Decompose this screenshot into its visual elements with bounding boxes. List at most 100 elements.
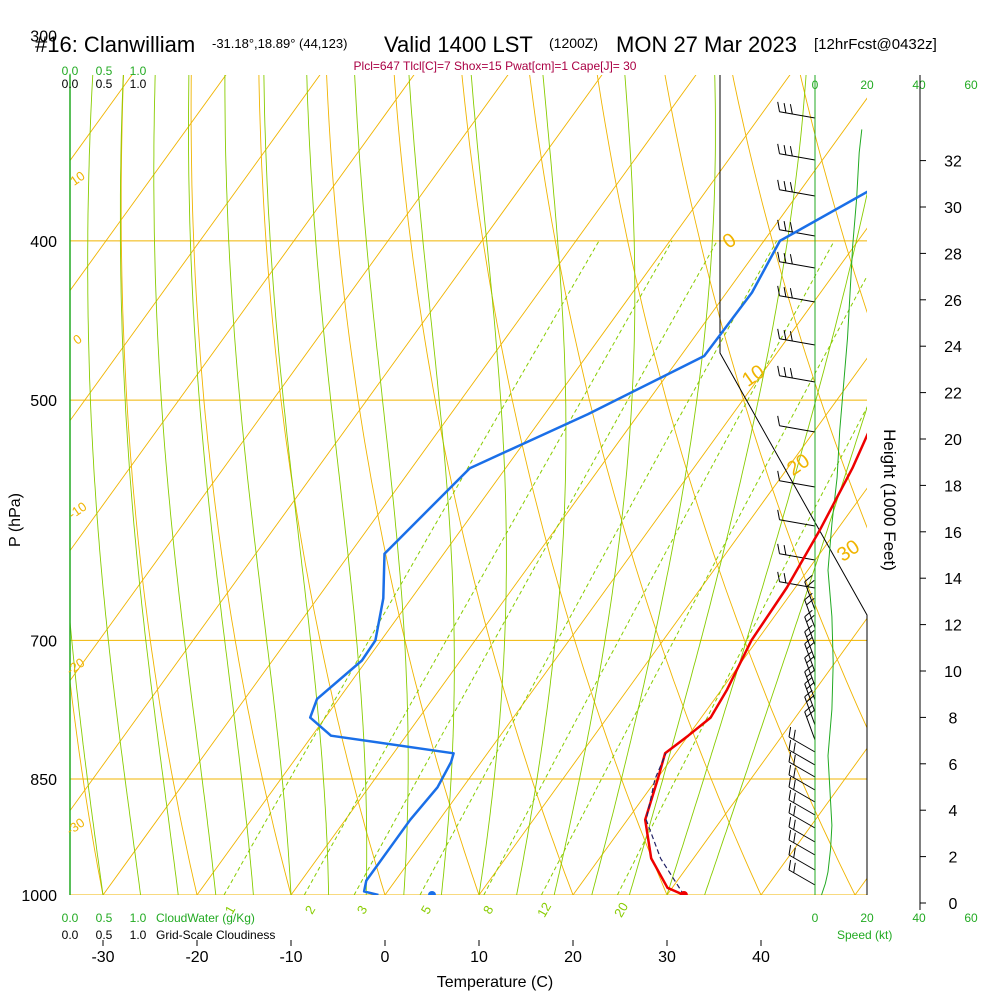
mixing-ratio-label: 5 bbox=[418, 903, 435, 917]
wind-barb-feather bbox=[806, 580, 815, 588]
x-axis-title: Temperature (C) bbox=[437, 974, 553, 991]
height-tick-label: 2 bbox=[949, 850, 958, 867]
height-tick-label: 0 bbox=[949, 896, 958, 913]
cloud-scale-label: 0.0 bbox=[62, 64, 79, 78]
wind-barb-shaft bbox=[788, 839, 816, 856]
wind-barb-feather bbox=[806, 710, 815, 718]
height-tick-label: 12 bbox=[944, 618, 962, 635]
title-forecast: [12hrFcst@0432z] bbox=[814, 36, 937, 53]
wind-barb-feather bbox=[788, 740, 792, 751]
wind-barb-feather bbox=[793, 754, 796, 765]
axis-labels: 2503004005007008501000-30-20-10010203040… bbox=[21, 29, 978, 966]
wind-barb-feather bbox=[783, 367, 787, 377]
isotherm-line bbox=[102, 75, 697, 895]
dewpoint-profile bbox=[308, 190, 867, 895]
wind-barb-shaft bbox=[788, 761, 816, 778]
moist-adiabat bbox=[628, 75, 807, 895]
pressure-tick-label: 700 bbox=[30, 633, 57, 650]
wind-barb-shaft bbox=[788, 854, 816, 871]
wind-barb-feather bbox=[804, 650, 813, 659]
moist-adiabat bbox=[704, 406, 867, 895]
height-axis-title: Height (1000 Feet) bbox=[880, 429, 899, 571]
height-tick-label: 28 bbox=[944, 246, 962, 263]
wind-barbs bbox=[777, 101, 816, 886]
wind-barb-feather bbox=[806, 630, 815, 638]
temperature-tick-label: -20 bbox=[185, 949, 208, 966]
dry-adiabat bbox=[829, 0, 1000, 895]
surface-temperature-dot bbox=[679, 891, 688, 895]
isotherm-label: -20 bbox=[63, 655, 87, 678]
wind-barb-feather bbox=[788, 803, 792, 814]
temperature-tick-label: 30 bbox=[658, 949, 676, 966]
wind-barb-feather bbox=[777, 365, 780, 376]
wind-barb-shaft bbox=[788, 774, 816, 791]
wind-barb-feather bbox=[806, 682, 815, 690]
dry-adiabat bbox=[799, 75, 867, 314]
wind-barb-feather bbox=[783, 330, 787, 340]
wind-barb-feather bbox=[793, 792, 796, 803]
cloud-scale-label: 0.0 bbox=[62, 911, 79, 925]
mixing-ratio-line bbox=[483, 240, 835, 895]
cloud-scale-label: 1.0 bbox=[130, 77, 147, 91]
wind-barb-feather bbox=[777, 251, 780, 262]
wind-barb-feather bbox=[806, 656, 815, 664]
wind-barb-feather bbox=[793, 805, 796, 816]
moist-adiabat bbox=[666, 192, 867, 895]
temperature-tick-label: 40 bbox=[752, 949, 770, 966]
speed-scale-label: 20 bbox=[860, 911, 874, 925]
wind-barb-feather bbox=[777, 470, 780, 481]
mixing-ratio-label: 12 bbox=[534, 900, 554, 920]
pressure-tick-label: 500 bbox=[30, 393, 57, 410]
isotherm-line bbox=[666, 617, 867, 895]
mixing-ratio-label: 3 bbox=[354, 903, 371, 917]
isotherm-line bbox=[70, 75, 415, 552]
parcel-path bbox=[645, 753, 685, 895]
mixing-ratio-label: 2 bbox=[302, 903, 319, 917]
height-tick-label: 18 bbox=[944, 478, 962, 495]
dry-adiabat bbox=[461, 75, 668, 895]
wind-barb-feather bbox=[788, 845, 792, 856]
isotherm-label: 20 bbox=[783, 450, 814, 481]
moist-adiabat bbox=[553, 75, 636, 895]
height-tick-label: 10 bbox=[944, 664, 962, 681]
speed-scale-label: 20 bbox=[860, 78, 874, 92]
wind-barb-feather bbox=[777, 328, 780, 339]
wind-barb-feather bbox=[788, 727, 792, 738]
dry-adiabat bbox=[529, 75, 762, 895]
wind-barb-feather bbox=[804, 636, 813, 645]
moist-adiabat bbox=[263, 75, 330, 895]
wind-barb-shaft bbox=[788, 826, 816, 843]
height-tick-label: 14 bbox=[944, 571, 962, 588]
wind-barb-feather bbox=[788, 817, 792, 828]
isotherm-line bbox=[70, 75, 509, 682]
wind-barb-feather bbox=[806, 695, 815, 703]
wind-barb-feather bbox=[777, 543, 780, 554]
cloudiness-title: Grid-Scale Cloudiness bbox=[156, 928, 275, 942]
isotherm-line bbox=[196, 75, 791, 895]
speed-scale-label: 60 bbox=[964, 78, 978, 92]
height-tick-label: 20 bbox=[944, 432, 962, 449]
pressure-tick-label: 850 bbox=[30, 772, 57, 789]
isotherm-line bbox=[70, 75, 603, 812]
dry-adiabat bbox=[393, 75, 574, 895]
isotherm-line bbox=[70, 75, 321, 422]
sounding-profiles bbox=[308, 190, 867, 895]
wind-barb-feather bbox=[783, 253, 787, 263]
wind-barb-feather bbox=[783, 103, 787, 113]
isotherm-line bbox=[0, 0, 67, 895]
height-tick-label: 6 bbox=[949, 757, 958, 774]
wind-barb-shaft bbox=[804, 599, 816, 629]
speed-scale-label: 60 bbox=[964, 911, 978, 925]
cloud-scale-label: 0.5 bbox=[96, 77, 113, 91]
title-date: MON 27 Mar 2023 bbox=[616, 32, 797, 57]
wind-barb-feather bbox=[788, 765, 792, 776]
temperature-tick-label: 0 bbox=[381, 949, 390, 966]
wind-barb-feather bbox=[783, 145, 787, 155]
wind-barb-feather bbox=[783, 573, 787, 583]
mixing-ratio-line bbox=[353, 240, 718, 895]
mixing-ratio-line bbox=[223, 240, 600, 895]
wind-barb-feather bbox=[793, 742, 796, 753]
wind-barb-feather bbox=[783, 181, 787, 191]
isotherm-line bbox=[70, 75, 133, 162]
